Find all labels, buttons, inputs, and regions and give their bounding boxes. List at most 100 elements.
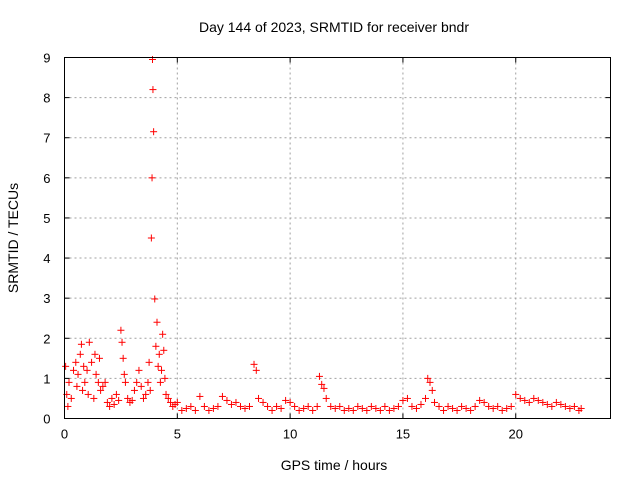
data-point (128, 396, 136, 404)
data-point (95, 354, 103, 362)
data-point (137, 382, 145, 390)
data-point (399, 396, 407, 404)
data-point (145, 358, 153, 366)
data-point (435, 402, 443, 410)
y-tick-label: 4 (43, 251, 50, 266)
data-point (232, 398, 240, 406)
data-point (431, 398, 439, 406)
data-point (120, 370, 128, 378)
data-point (144, 378, 152, 386)
data-point (421, 394, 429, 402)
data-point (67, 394, 75, 402)
data-point (159, 330, 167, 338)
data-point (570, 402, 578, 410)
x-tick-label: 10 (283, 427, 297, 442)
data-point (349, 406, 357, 414)
axis-ticks: 0 1 2 3 4 5 6 7 8 9 0 5 10 15 20 (43, 51, 611, 442)
data-point (467, 406, 475, 414)
data-point (246, 402, 254, 410)
data-point (318, 380, 326, 388)
data-point (412, 404, 420, 412)
data-point (273, 402, 281, 410)
data-point (112, 390, 120, 398)
data-point (300, 404, 308, 412)
data-point (94, 378, 102, 386)
y-tick-label: 3 (43, 291, 50, 306)
data-point (70, 366, 78, 374)
data-point (178, 406, 186, 414)
data-point (277, 404, 285, 412)
data-point (440, 406, 448, 414)
data-point (150, 128, 158, 136)
data-point (408, 402, 416, 410)
y-tick-label: 9 (43, 51, 50, 66)
data-point (363, 406, 371, 414)
x-tick-label: 5 (174, 427, 181, 442)
data-point (259, 398, 267, 406)
data-point (444, 402, 452, 410)
data-point (64, 402, 72, 410)
data-point (90, 394, 98, 402)
data-point (115, 396, 123, 404)
y-tick-label: 5 (43, 211, 50, 226)
data-point (241, 404, 249, 412)
data-point (503, 404, 511, 412)
data-point (250, 360, 258, 368)
data-point (489, 404, 497, 412)
data-point (313, 402, 321, 410)
data-point (124, 394, 132, 402)
y-tick-label: 0 (43, 412, 50, 427)
data-point (147, 234, 155, 242)
data-point (227, 400, 235, 408)
data-point (73, 382, 81, 390)
data-point (91, 350, 99, 358)
data-point (121, 378, 129, 386)
data-point (160, 346, 168, 354)
data-point (119, 354, 127, 362)
x-tick-label: 15 (396, 427, 410, 442)
chart-title: Day 144 of 2023, SRMTID for receiver bnd… (199, 19, 469, 35)
data-point (462, 404, 470, 412)
data-point (309, 406, 317, 414)
data-point (498, 406, 506, 414)
data-point (205, 406, 213, 414)
data-point (291, 402, 299, 410)
data-point (331, 404, 339, 412)
data-point (200, 402, 208, 410)
data-point (133, 378, 141, 386)
data-point (543, 400, 551, 408)
data-point (182, 404, 190, 412)
data-point (74, 370, 82, 378)
data-point (97, 386, 105, 394)
data-point (534, 396, 542, 404)
data-point (480, 398, 488, 406)
data-point (77, 340, 85, 348)
data-point (103, 398, 111, 406)
grid (64, 57, 611, 419)
data-point (530, 394, 538, 402)
data-point (385, 406, 393, 414)
y-tick-label: 2 (43, 331, 50, 346)
data-point (403, 394, 411, 402)
data-point (187, 402, 195, 410)
data-point (354, 402, 362, 410)
y-tick-label: 6 (43, 171, 50, 186)
data-point (65, 378, 73, 386)
data-point (223, 396, 231, 404)
data-point (149, 86, 157, 94)
data-point (428, 386, 436, 394)
data-points (62, 56, 585, 414)
data-point (453, 406, 461, 414)
data-point (161, 374, 169, 382)
data-point (485, 402, 493, 410)
data-point (539, 398, 547, 406)
data-point (85, 338, 93, 346)
data-point (521, 396, 529, 404)
y-tick-label: 7 (43, 131, 50, 146)
data-point (315, 372, 323, 380)
data-point (173, 398, 181, 406)
data-point (367, 402, 375, 410)
data-point (494, 402, 502, 410)
data-point (525, 398, 533, 406)
